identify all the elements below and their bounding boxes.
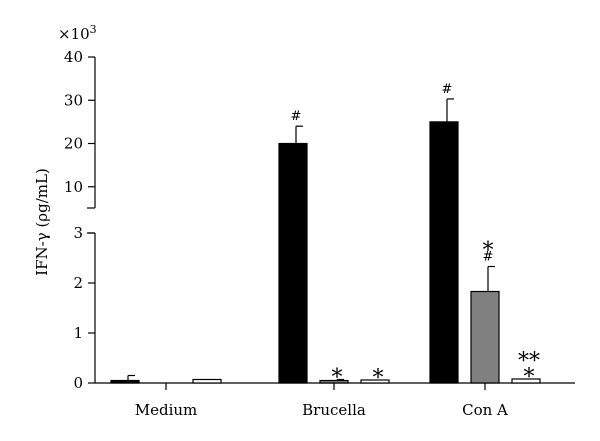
bar-upper-part [278, 142, 308, 233]
significance-annotation: # [442, 82, 453, 97]
y-tick-label-lower: 1 [73, 324, 83, 342]
y-axis-title: IFN-γ (ρg/mL) [33, 168, 51, 276]
x-category-label: Con A [462, 401, 508, 419]
significance-annotation: * [332, 366, 343, 391]
bar [110, 379, 140, 384]
y-multiplier-exp: 3 [90, 23, 97, 36]
x-category-label: Medium [135, 401, 198, 419]
y-tick-label-upper: 30 [64, 91, 83, 109]
bar-lower-part [429, 232, 459, 384]
bars [110, 98, 541, 384]
significance-annotation: * [373, 366, 384, 391]
y-tick-label-upper: 10 [64, 178, 83, 196]
y-tick-label-upper: 20 [64, 135, 83, 153]
x-category-label: Brucella [302, 401, 366, 419]
significance-annotation: # [483, 250, 494, 265]
bar [192, 378, 222, 384]
y-tick-label-lower: 3 [73, 224, 83, 242]
significance-annotation: * [524, 365, 535, 390]
bar-lower-part [278, 232, 308, 384]
y-multiplier-base: ×10 [58, 25, 90, 43]
significance-annotation: * [483, 239, 494, 264]
y-multiplier-label: ×103 [58, 23, 97, 43]
y-tick-label-lower: 2 [73, 274, 83, 292]
bar [319, 379, 349, 384]
bar-upper-part [429, 121, 459, 233]
bar [511, 378, 541, 384]
axes [87, 56, 575, 390]
y-tick-label-lower: 0 [73, 374, 83, 392]
significance-annotation: # [291, 109, 302, 124]
y-tick-label-upper: 40 [64, 48, 83, 66]
bar [360, 379, 390, 384]
significance-annotation: ** [518, 349, 540, 374]
bar [470, 290, 500, 384]
